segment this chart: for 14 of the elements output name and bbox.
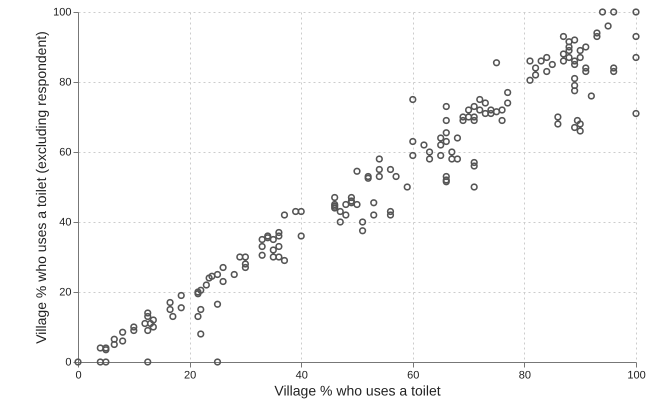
y-tick-label: 0 [65, 356, 72, 368]
y-axis-title: Village % who uses a toilet (excluding respondent) [33, 31, 50, 344]
y-tick-label: 40 [59, 216, 72, 228]
x-tick-label: 100 [627, 370, 646, 382]
x-tick-label: 60 [407, 370, 420, 382]
x-tick-label: 20 [184, 370, 196, 382]
y-tick-label: 20 [59, 286, 72, 298]
x-axis-title: Village % who uses a toilet [274, 382, 441, 398]
x-tick-label: 80 [518, 370, 532, 382]
x-tick-label: 40 [296, 370, 308, 382]
x-tick-label: 0 [75, 370, 82, 382]
y-tick-label: 80 [59, 76, 72, 88]
y-tick-label: 60 [59, 146, 72, 158]
y-tick-label: 100 [53, 6, 72, 18]
